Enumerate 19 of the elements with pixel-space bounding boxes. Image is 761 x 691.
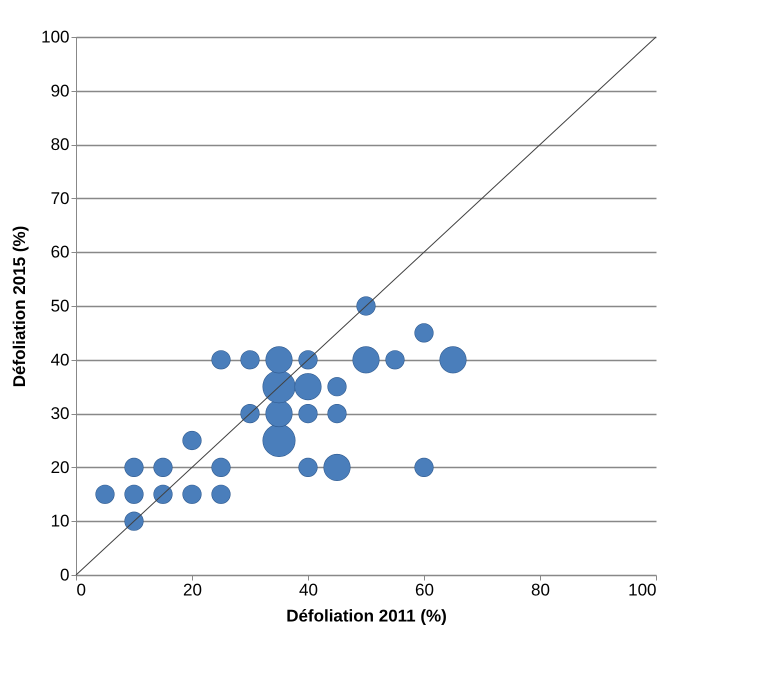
- x-tick-label: 0: [76, 580, 86, 600]
- x-tick-label: 100: [628, 580, 656, 600]
- x-tick-label: 60: [415, 580, 434, 600]
- y-tick-label: 50: [50, 296, 70, 316]
- y-tick-label: 40: [50, 350, 70, 370]
- y-axis-title: Défoliation 2015 (%): [10, 226, 30, 388]
- x-tick-label: 80: [531, 580, 550, 600]
- y-tick-label: 90: [50, 81, 70, 100]
- x-tick-label: 20: [183, 580, 202, 600]
- x-tick-label: 40: [299, 580, 318, 600]
- y-tick-label: 0: [60, 566, 70, 584]
- y-tick-label: 70: [50, 188, 70, 208]
- y-tick-label: 20: [50, 458, 70, 477]
- y-tick-label: 60: [50, 242, 70, 262]
- y-tick-label: 30: [50, 404, 70, 424]
- y-tick-label: 10: [50, 512, 70, 531]
- y-tick-label: 80: [50, 135, 70, 154]
- y-tick-label: 100: [41, 28, 70, 46]
- x-axis-title: Défoliation 2011 (%): [286, 606, 447, 626]
